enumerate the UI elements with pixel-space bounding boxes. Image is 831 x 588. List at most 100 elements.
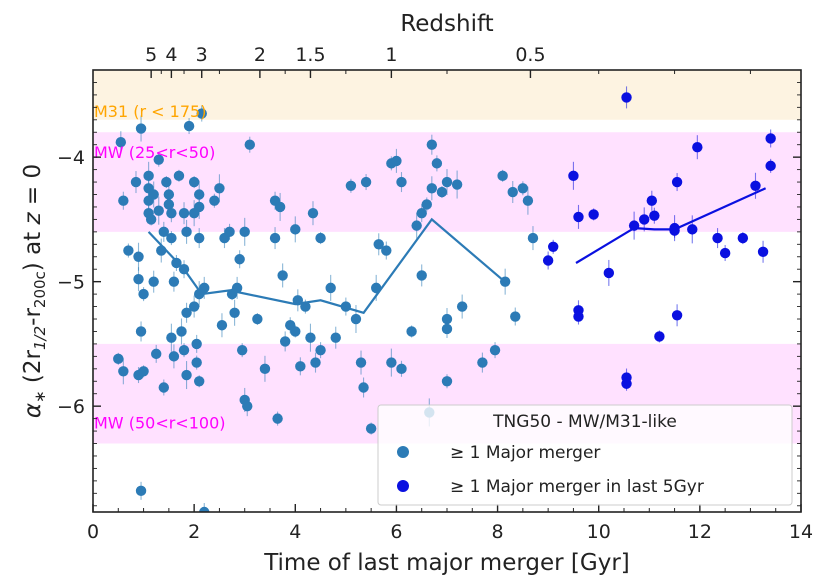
data-point-series-0 [355, 357, 367, 368]
data-point-series-0 [441, 376, 453, 387]
data-point-series-0 [381, 245, 392, 256]
x-tick-label: 8 [492, 521, 504, 543]
data-point-series-1 [646, 195, 658, 206]
data-point-series-0 [234, 254, 245, 265]
data-point-series-1 [671, 176, 683, 188]
data-point-series-0 [315, 232, 326, 244]
top-axis-title: Redshift [400, 11, 493, 37]
data-point-series-0 [178, 344, 190, 356]
x-tick-label: 14 [789, 521, 813, 543]
y-axis-title-open: (2r [20, 349, 46, 390]
y-axis-title-sub-200c: 200c [31, 271, 49, 308]
data-point-series-0 [416, 207, 427, 219]
data-point-series-0 [183, 120, 195, 132]
trend-line-series-0 [147, 217, 509, 315]
data-point-series-1 [588, 209, 599, 220]
data-point-series-0 [436, 186, 448, 198]
data-point-series-0 [135, 123, 147, 134]
data-point-series-0 [115, 137, 127, 148]
x-tick-label: 4 [289, 521, 301, 543]
data-point-series-1 [542, 255, 554, 266]
data-point-series-0 [325, 282, 336, 294]
data-point-series-0 [411, 220, 422, 231]
data-point-series-1 [654, 331, 665, 342]
data-point-series-0 [315, 344, 326, 356]
data-point-series-0 [295, 361, 306, 372]
data-point-series-0 [143, 170, 154, 182]
data-point-series-0 [191, 338, 202, 350]
data-point-series-0 [305, 332, 316, 343]
y-axis-title-at: ) at [20, 224, 46, 271]
data-point-series-0 [158, 226, 169, 238]
legend-label-recent-merger: ≥ 1 Major merger in last 5Gyr [450, 477, 704, 497]
data-point-series-1 [548, 241, 559, 252]
data-point-series-1 [719, 247, 731, 259]
data-point-series-0 [365, 423, 377, 434]
data-point-series-0 [214, 183, 225, 194]
data-point-series-0 [168, 351, 180, 362]
data-point-series-0 [194, 232, 205, 244]
data-point-series-0 [173, 170, 185, 182]
top-tick-label: 5 [145, 44, 157, 66]
data-point-series-0 [252, 313, 263, 325]
data-point-series-0 [489, 344, 501, 356]
band-label-MW_inner: MW (25<r<50) [94, 143, 215, 162]
data-point-series-0 [118, 195, 129, 206]
data-point-series-0 [373, 239, 384, 250]
data-point-series-0 [178, 207, 190, 219]
data-point-series-0 [135, 326, 147, 337]
data-point-series-0 [176, 326, 187, 337]
data-point-series-0 [386, 357, 397, 368]
data-point-series-0 [196, 108, 207, 119]
y-axis-title-z: z [20, 211, 46, 225]
data-point-series-1 [692, 141, 703, 153]
data-point-series-0 [145, 214, 157, 225]
data-point-series-0 [135, 485, 147, 497]
data-point-series-0 [517, 183, 529, 194]
data-point-series-0 [421, 199, 432, 210]
data-point-series-1 [687, 224, 698, 235]
data-point-series-0 [416, 270, 427, 281]
data-point-series-0 [330, 332, 341, 343]
trend-line-series-1 [575, 187, 767, 264]
data-point-series-1 [712, 232, 723, 244]
data-point-series-0 [507, 186, 518, 198]
data-point-series-0 [426, 183, 438, 194]
data-point-series-0 [148, 276, 159, 287]
legend: TNG50 - MW/M31-like ≥ 1 Major merger ≥ 1… [377, 404, 793, 506]
data-point-series-0 [406, 326, 417, 337]
data-point-series-0 [259, 363, 271, 375]
data-point-series-0 [224, 226, 235, 238]
y-tick-label: −6 [57, 396, 85, 418]
top-tick-label: 0.5 [515, 44, 545, 66]
y-axis-title-alpha: α [20, 403, 46, 418]
data-point-series-0 [391, 155, 402, 167]
data-point-series-0 [441, 313, 453, 325]
data-point-series-0 [194, 201, 205, 213]
data-point-series-1 [621, 92, 632, 103]
data-point-series-0 [396, 363, 407, 375]
data-point-series-0 [209, 195, 220, 206]
data-point-series-0 [153, 205, 164, 216]
data-point-series-0 [426, 139, 438, 150]
data-point-series-0 [441, 323, 453, 335]
data-point-series-0 [431, 158, 443, 169]
y-tick-label: −4 [57, 147, 85, 169]
legend-marker-recent-merger [397, 480, 409, 492]
data-point-series-0 [118, 366, 129, 377]
data-point-series-0 [181, 369, 192, 381]
data-point-series-0 [277, 270, 288, 281]
data-point-series-0 [527, 232, 539, 244]
y-axis-title-star: ∗ [31, 390, 49, 403]
data-point-series-0 [360, 176, 372, 188]
data-point-series-0 [274, 201, 286, 213]
legend-title: TNG50 - MW/M31-like [492, 412, 677, 432]
y-axis-title: α∗ (2r1/2-r200c) at z = 0 [20, 164, 49, 418]
x-tick-label: 12 [688, 521, 712, 543]
data-point-series-0 [130, 176, 142, 188]
data-point-series-0 [133, 251, 144, 262]
y-axis-title-minus-r: -r [20, 308, 46, 326]
data-point-series-0 [153, 154, 164, 165]
data-point-series-0 [290, 224, 301, 235]
